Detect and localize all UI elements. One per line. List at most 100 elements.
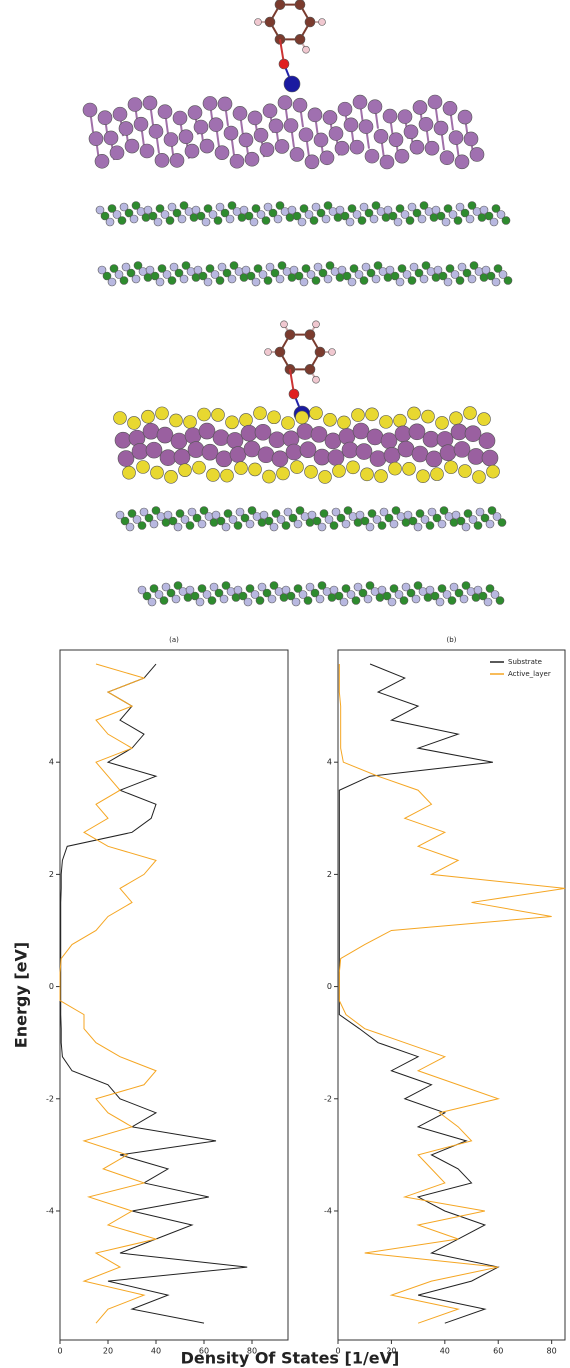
atom (467, 201, 477, 210)
atom (473, 521, 483, 530)
atom (453, 216, 463, 225)
atom (259, 510, 269, 520)
atom (127, 416, 141, 430)
atom (253, 264, 263, 273)
atom (318, 268, 328, 278)
y-axis-label: Energy [eV] (12, 942, 31, 1048)
atom (281, 585, 291, 595)
atom (213, 216, 223, 225)
x-tick-label: 40 (440, 1347, 450, 1356)
atom (447, 596, 457, 605)
atom (397, 440, 415, 458)
atom (256, 210, 266, 219)
atom (318, 18, 326, 26)
atom (283, 507, 293, 517)
atom (187, 105, 203, 120)
atom (196, 211, 206, 221)
atom (240, 424, 258, 442)
atom (219, 594, 229, 604)
atom (454, 588, 464, 598)
atom (156, 426, 174, 444)
atom (133, 261, 143, 270)
atom (263, 276, 273, 285)
atom (430, 591, 440, 601)
atom (283, 75, 301, 93)
atom (351, 596, 361, 605)
atom (486, 464, 500, 479)
atom (145, 265, 155, 275)
atom (245, 584, 255, 593)
atom (137, 521, 147, 530)
atom (471, 593, 481, 602)
atom (148, 211, 158, 221)
atom (220, 208, 230, 218)
atom (355, 443, 373, 460)
atom (267, 410, 281, 425)
atom (321, 214, 331, 224)
atom (269, 581, 279, 590)
x-tick-label: 60 (493, 1347, 503, 1356)
atom (342, 271, 352, 281)
atom (131, 201, 141, 210)
atom (304, 329, 316, 340)
atom (305, 582, 315, 592)
atom (444, 460, 458, 475)
atom (468, 515, 478, 524)
legend-label: Active_layer (508, 670, 551, 678)
atom (417, 214, 427, 224)
atom (169, 262, 179, 272)
atom (382, 591, 392, 601)
atom (405, 216, 415, 225)
atom (427, 94, 443, 110)
atom (243, 440, 261, 458)
atom (88, 131, 104, 147)
atom (117, 450, 135, 467)
y-tick-label: 2 (327, 870, 332, 879)
atom (293, 519, 303, 529)
atom (281, 416, 295, 430)
atom (450, 423, 468, 441)
atom (346, 460, 360, 475)
atom (235, 507, 245, 517)
atom (143, 273, 153, 282)
atom (215, 202, 225, 212)
atom (478, 432, 496, 449)
atom (310, 588, 320, 598)
atom (329, 521, 339, 530)
atom (339, 597, 349, 607)
axes-frame (59, 649, 289, 1341)
y-tick-label: -2 (46, 1094, 54, 1103)
atom (423, 593, 433, 602)
atom (243, 597, 253, 607)
atom (449, 582, 459, 592)
atom (479, 205, 489, 215)
atom (463, 406, 477, 420)
atom (161, 582, 171, 592)
atom (465, 214, 475, 224)
atom (457, 109, 473, 125)
atom (132, 515, 142, 524)
atom (193, 265, 203, 275)
atom (184, 143, 200, 159)
atom (274, 346, 286, 358)
atom (277, 95, 293, 110)
atom (442, 100, 458, 116)
atom (335, 205, 345, 215)
atom (229, 153, 245, 169)
atom (435, 416, 449, 430)
atom (314, 346, 326, 358)
atom (199, 506, 209, 515)
atom (309, 216, 319, 225)
atom (82, 102, 98, 118)
atom (263, 202, 273, 212)
atom (430, 467, 444, 481)
atom (229, 261, 239, 270)
atom (477, 213, 487, 222)
atom (379, 415, 393, 429)
atom (481, 449, 499, 467)
atom (323, 412, 337, 427)
atom (437, 584, 447, 593)
atom (455, 202, 465, 212)
atom (211, 510, 221, 520)
atom (114, 431, 132, 449)
